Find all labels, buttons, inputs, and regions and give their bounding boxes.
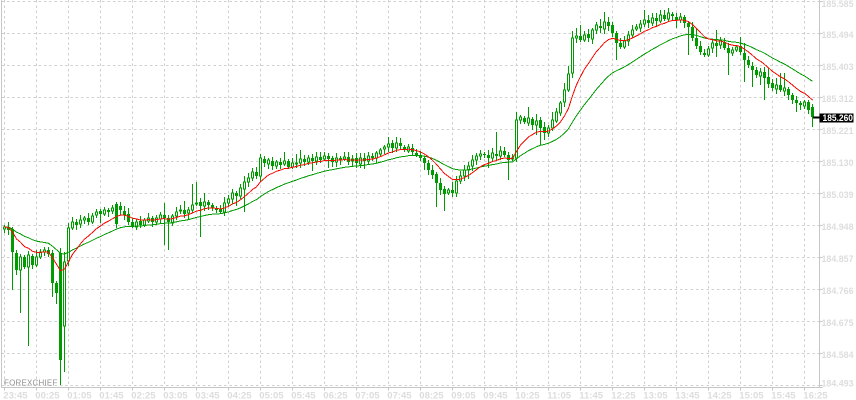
svg-text:184.766: 184.766 bbox=[822, 286, 854, 297]
svg-text:03:05: 03:05 bbox=[163, 391, 188, 400]
svg-text:15:05: 15:05 bbox=[739, 391, 764, 400]
svg-text:185.585: 185.585 bbox=[822, 0, 855, 10]
svg-text:185.130: 185.130 bbox=[822, 158, 854, 169]
svg-text:185.260: 185.260 bbox=[823, 113, 854, 124]
svg-text:05:05: 05:05 bbox=[259, 391, 284, 400]
svg-text:11:05: 11:05 bbox=[547, 391, 571, 400]
svg-text:184.675: 184.675 bbox=[822, 318, 855, 329]
svg-text:FOREXCHIEF: FOREXCHIEF bbox=[4, 379, 58, 388]
svg-text:12:25: 12:25 bbox=[611, 391, 636, 400]
svg-text:06:25: 06:25 bbox=[323, 391, 348, 400]
svg-text:185.221: 185.221 bbox=[822, 126, 855, 137]
svg-text:184.948: 184.948 bbox=[822, 222, 854, 233]
svg-text:02:25: 02:25 bbox=[131, 391, 156, 400]
svg-text:16:25: 16:25 bbox=[803, 391, 828, 400]
svg-text:14:25: 14:25 bbox=[707, 391, 732, 400]
svg-text:04:25: 04:25 bbox=[227, 391, 252, 400]
svg-text:23:45: 23:45 bbox=[3, 391, 28, 400]
svg-text:07:05: 07:05 bbox=[355, 391, 380, 400]
svg-text:184.584: 184.584 bbox=[822, 350, 855, 361]
svg-text:184.857: 184.857 bbox=[822, 254, 854, 265]
svg-text:05:45: 05:45 bbox=[291, 391, 316, 400]
svg-text:184.493: 184.493 bbox=[822, 379, 854, 390]
svg-text:10:25: 10:25 bbox=[515, 391, 540, 400]
svg-text:01:45: 01:45 bbox=[99, 391, 124, 400]
svg-text:185.039: 185.039 bbox=[822, 190, 854, 201]
svg-text:185.403: 185.403 bbox=[822, 62, 854, 73]
svg-text:07:45: 07:45 bbox=[387, 391, 412, 400]
svg-text:185.494: 185.494 bbox=[822, 30, 855, 41]
svg-text:01:05: 01:05 bbox=[67, 391, 92, 400]
svg-text:09:05: 09:05 bbox=[451, 391, 476, 400]
svg-text:00:25: 00:25 bbox=[35, 391, 60, 400]
svg-text:08:25: 08:25 bbox=[419, 391, 444, 400]
svg-text:11:45: 11:45 bbox=[579, 391, 603, 400]
svg-text:13:05: 13:05 bbox=[643, 391, 668, 400]
svg-text:15:45: 15:45 bbox=[771, 391, 796, 400]
svg-text:09:45: 09:45 bbox=[483, 391, 508, 400]
svg-text:185.312: 185.312 bbox=[822, 94, 854, 105]
svg-text:13:45: 13:45 bbox=[675, 391, 700, 400]
svg-text:03:45: 03:45 bbox=[195, 391, 220, 400]
